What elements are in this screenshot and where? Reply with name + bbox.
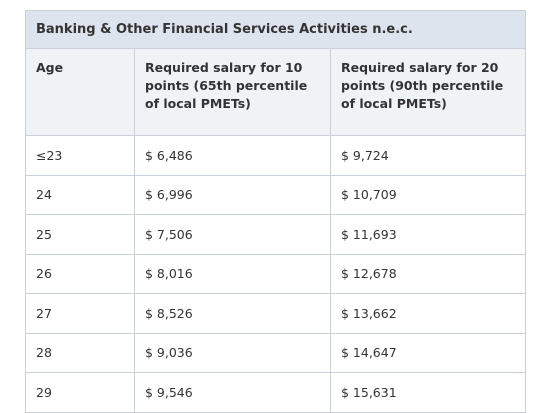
header-row: Age Required salary for 10 points (65th p… bbox=[25, 48, 526, 136]
table-cell: $ 13,662 bbox=[330, 293, 526, 334]
table-cell: $ 9,546 bbox=[134, 372, 331, 413]
column-header: Required salary for 20 points (90th perc… bbox=[330, 48, 526, 136]
table-cell: 27 bbox=[25, 293, 135, 334]
table-cell: $ 8,526 bbox=[134, 293, 331, 334]
table-cell: $ 11,693 bbox=[330, 214, 526, 255]
table-cell: $ 15,631 bbox=[330, 372, 526, 413]
table-row: ≤23 $ 6,486 $ 9,724 bbox=[25, 135, 526, 176]
table-row: 26 $ 8,016 $ 12,678 bbox=[25, 253, 526, 294]
table-cell: 24 bbox=[25, 174, 135, 215]
column-header: Age bbox=[25, 48, 135, 136]
table-cell: $ 6,996 bbox=[134, 174, 331, 215]
salary-table: Banking & Other Financial Services Activ… bbox=[25, 10, 526, 413]
table-cell: $ 9,724 bbox=[330, 135, 526, 176]
table-row: 28 $ 9,036 $ 14,647 bbox=[25, 332, 526, 373]
table-cell: $ 10,709 bbox=[330, 174, 526, 215]
table-row: 27 $ 8,526 $ 13,662 bbox=[25, 293, 526, 334]
column-header: Required salary for 10 points (65th perc… bbox=[134, 48, 331, 136]
table-row: 29 $ 9,546 $ 15,631 bbox=[25, 372, 526, 413]
table-container: Banking & Other Financial Services Activ… bbox=[25, 10, 526, 413]
table-row: 24 $ 6,996 $ 10,709 bbox=[25, 174, 526, 215]
table-row: 25 $ 7,506 $ 11,693 bbox=[25, 214, 526, 255]
table-cell: $ 8,016 bbox=[134, 253, 331, 294]
table-title: Banking & Other Financial Services Activ… bbox=[25, 10, 526, 49]
table-cell: $ 6,486 bbox=[134, 135, 331, 176]
table-cell: $ 7,506 bbox=[134, 214, 331, 255]
table-cell: 29 bbox=[25, 372, 135, 413]
table-cell: $ 9,036 bbox=[134, 332, 331, 373]
table-cell: 28 bbox=[25, 332, 135, 373]
table-cell: ≤23 bbox=[25, 135, 135, 176]
page: Banking & Other Financial Services Activ… bbox=[25, 10, 526, 413]
table-body: ≤23 $ 6,486 $ 9,724 24 $ 6,996 $ 10,709 25 $ 7,… bbox=[25, 135, 526, 413]
table-cell: $ 12,678 bbox=[330, 253, 526, 294]
table-cell: 25 bbox=[25, 214, 135, 255]
table-cell: $ 14,647 bbox=[330, 332, 526, 373]
table-cell: 26 bbox=[25, 253, 135, 294]
